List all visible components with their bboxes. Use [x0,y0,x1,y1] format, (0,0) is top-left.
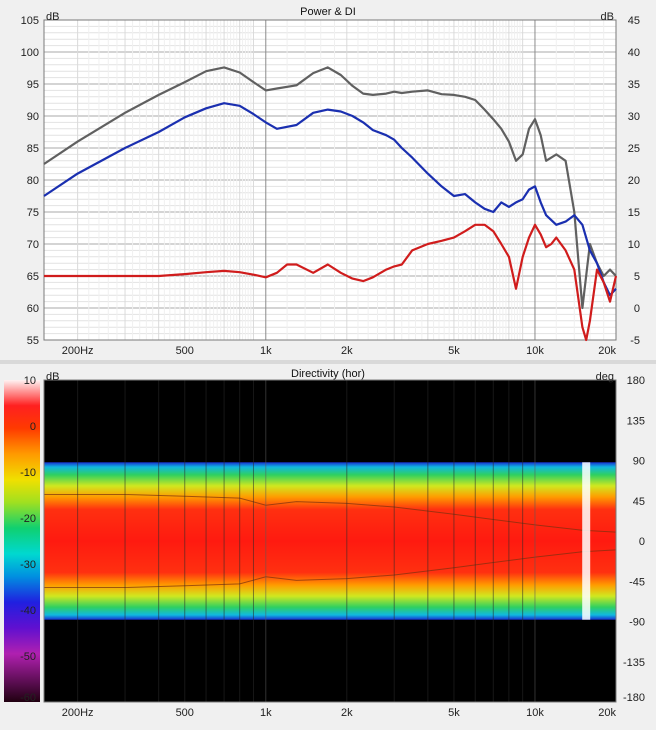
x-tick: 200Hz [62,707,94,719]
colorbar-tick: -10 [20,467,36,479]
left-axis-unit: dB [46,11,59,23]
x-tick: 5k [448,707,460,719]
y-tick-left: 100 [21,47,39,59]
y-tick-right: 15 [628,207,640,219]
right-axis-unit: deg [596,371,614,383]
y-tick-right: 25 [628,143,640,155]
y-tick-right: 45 [633,496,645,508]
y-tick-right: -45 [629,576,645,588]
x-tick: 500 [176,345,194,357]
hf-null-stripe [582,462,591,620]
y-tick-right: 30 [628,111,640,123]
series-line-1 [43,102,617,297]
right-axis-unit: dB [601,11,614,23]
y-tick-right: -135 [623,657,645,669]
y-tick-right: -5 [630,335,640,347]
y-tick-right: 5 [634,271,640,283]
x-tick: 200Hz [62,345,94,357]
colorbar-tick: 10 [24,375,36,387]
x-tick: 1k [260,345,272,357]
y-tick-left: 105 [21,15,39,27]
chart-title: Directivity (hor) [291,368,365,380]
y-tick-right: 40 [628,47,640,59]
colorbar [4,380,40,702]
x-tick: 2k [341,345,353,357]
x-tick: 500 [176,707,194,719]
x-tick: 5k [448,345,460,357]
y-tick-left: 90 [27,111,39,123]
x-tick: 10k [526,707,544,719]
y-tick-right: 20 [628,175,640,187]
x-tick: 20k [598,707,616,719]
colorbar-tick: 0 [30,421,36,433]
left-axis-unit: dB [46,371,59,383]
x-tick: 2k [341,707,353,719]
y-tick-left: 75 [27,207,39,219]
y-tick-left: 80 [27,175,39,187]
y-tick-left: 70 [27,239,39,251]
y-tick-right: 90 [633,456,645,468]
x-tick: 1k [260,707,272,719]
plot-border [43,19,617,341]
plot-border [43,379,617,703]
y-tick-right: 135 [627,415,645,427]
series-line-2 [44,223,618,342]
y-tick-left: 65 [27,271,39,283]
series-line-0 [43,66,617,310]
y-tick-right: 0 [634,303,640,315]
y-tick-right: 0 [639,536,645,548]
panel-divider [0,360,656,364]
colorbar-tick: -60 [20,692,36,704]
chart-title: Power & DI [300,6,356,18]
x-tick: 10k [526,345,544,357]
y-tick-right: 45 [628,15,640,27]
y-tick-left: 85 [27,143,39,155]
y-tick-right: 35 [628,79,640,91]
y-tick-right: 10 [628,239,640,251]
y-tick-left: 95 [27,79,39,91]
y-tick-right: 180 [627,375,645,387]
y-tick-left: 60 [27,303,39,315]
colorbar-tick: -20 [20,513,36,525]
y-tick-left: 55 [27,335,39,347]
directivity-chart: 10 0 -10 -20 -30 -40 -50 -60 Directivity (hor) dB… [4,368,645,719]
power-di-panel: Power & DI dB dB 105 100 95 90 85 80 75 70 65 60 55 45… [0,0,656,360]
x-tick: 20k [598,345,616,357]
directivity-panel: 10 0 -10 -20 -30 -40 -50 -60 Directivity (hor) dB… [0,364,656,730]
y-tick-right: -90 [629,617,645,629]
colorbar-tick: -40 [20,605,36,617]
colorbar-tick: -50 [20,651,36,663]
heatmap-beam [44,462,616,620]
colorbar-tick: -30 [20,559,36,571]
y-tick-right: -180 [623,692,645,704]
